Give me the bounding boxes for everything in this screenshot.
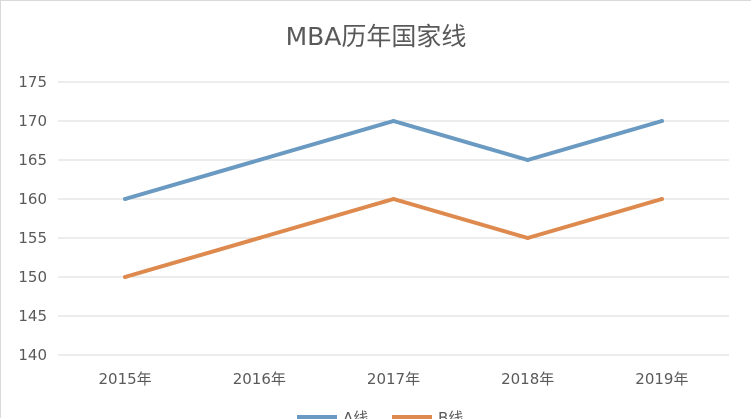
y-tick-label: 145 [18, 307, 47, 325]
data-point [525, 236, 530, 240]
data-point [123, 275, 128, 279]
x-tick-label: 2015年 [99, 370, 152, 388]
x-tick-label: 2019年 [635, 370, 688, 388]
x-axis-ticks: 2015年 2016年 2017年 2018年 2019年 [99, 370, 689, 388]
y-axis-ticks: 140 145 150 155 160 165 170 175 [18, 73, 47, 364]
y-tick-label: 175 [18, 73, 47, 91]
chart-title: MBA历年国家线 [286, 22, 467, 51]
data-point [525, 158, 530, 162]
data-point [123, 197, 128, 201]
y-tick-label: 160 [18, 190, 47, 208]
data-point [659, 119, 664, 123]
y-tick-label: 165 [18, 151, 47, 169]
x-tick-label: 2017年 [367, 370, 420, 388]
y-tick-label: 140 [18, 346, 47, 364]
data-point [257, 158, 262, 162]
y-tick-label: 170 [18, 112, 47, 130]
x-tick-label: 2016年 [233, 370, 286, 388]
y-tick-label: 150 [18, 268, 47, 286]
data-point [257, 236, 262, 240]
data-point [391, 197, 396, 201]
series-lines [123, 119, 664, 279]
x-tick-label: 2018年 [501, 370, 554, 388]
y-tick-label: 155 [18, 229, 47, 247]
data-point [391, 119, 396, 123]
legend: A线 B线 [297, 409, 463, 419]
data-point [659, 197, 664, 201]
legend-label: B线 [438, 409, 463, 419]
legend-label: A线 [343, 409, 368, 419]
